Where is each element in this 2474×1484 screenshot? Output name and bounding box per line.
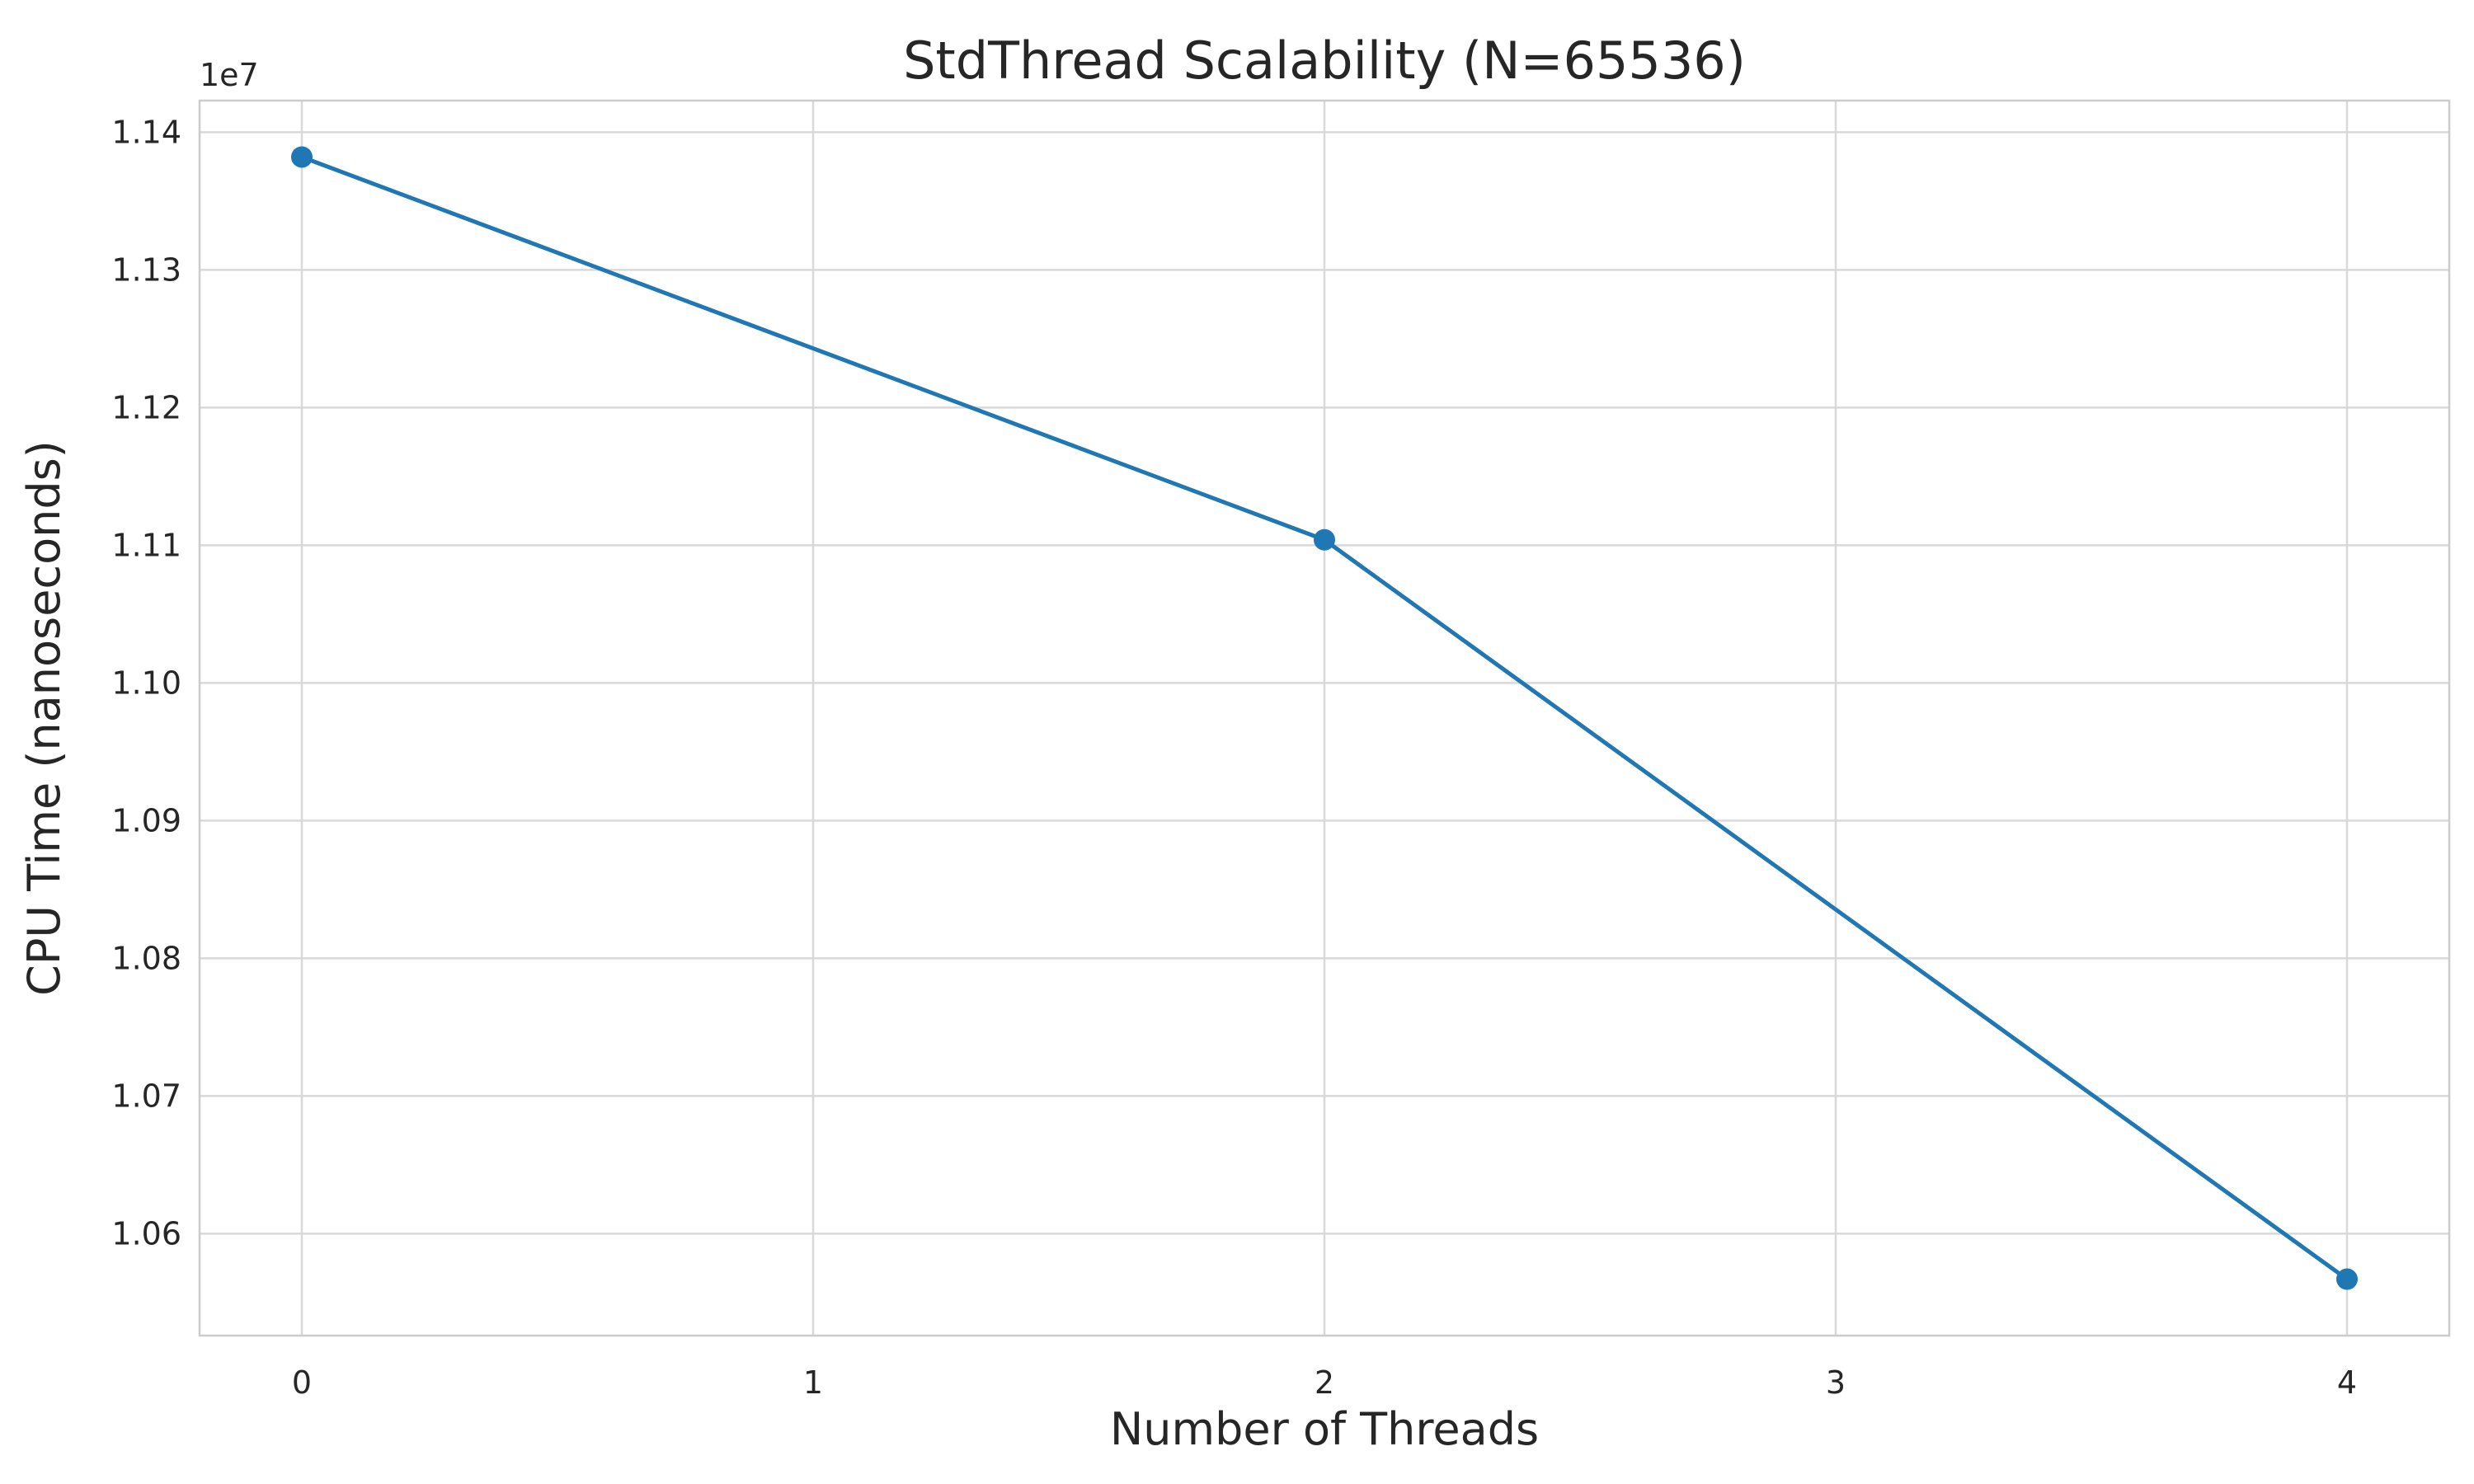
y-tick-label: 1.12 (111, 389, 181, 425)
series-layer (291, 146, 2358, 1290)
y-tick-label: 1.06 (111, 1215, 181, 1252)
y-tick-label: 1.11 (111, 527, 181, 563)
data-point (1314, 528, 1335, 551)
y-axis-offset-label: 1e7 (200, 57, 259, 93)
x-tick-label: 3 (1826, 1364, 1846, 1401)
y-tick-label: 1.10 (111, 665, 181, 701)
plot-frame (198, 99, 2451, 1337)
y-tick-label: 1.08 (111, 940, 181, 976)
x-axis-label: Number of Threads (1110, 1403, 1539, 1455)
y-tick-label: 1.13 (111, 251, 181, 288)
y-tick-label: 1.07 (111, 1078, 181, 1114)
tick-labels: 0 1 2 3 4 1.06 1.07 1.08 1.09 1.10 1.11 1.12 1.13 1.1… (111, 114, 2357, 1401)
data-point (291, 146, 313, 168)
grid (200, 101, 2449, 1336)
x-tick-label: 4 (2337, 1364, 2357, 1401)
y-tick-label: 1.09 (111, 802, 181, 838)
x-tick-label: 0 (292, 1364, 312, 1401)
y-tick-label: 1.14 (111, 114, 181, 150)
y-axis-label: CPU Time (nanoseconds) (18, 440, 70, 996)
chart-title: StdThread Scalability (N=65536) (903, 31, 1746, 91)
x-tick-label: 2 (1315, 1364, 1334, 1401)
data-point (2336, 1268, 2358, 1290)
x-tick-label: 1 (803, 1364, 823, 1401)
